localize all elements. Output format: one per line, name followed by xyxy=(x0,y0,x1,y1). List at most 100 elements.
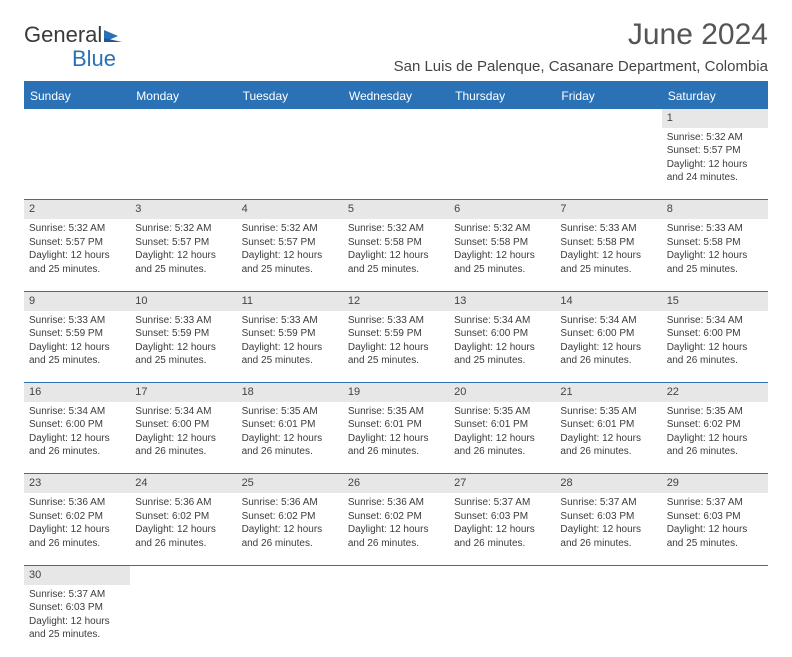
week-row: Sunrise: 5:37 AMSunset: 6:03 PMDaylight:… xyxy=(24,585,768,657)
cell-sunset: Sunset: 6:00 PM xyxy=(667,327,763,341)
day-number xyxy=(130,565,236,584)
daynum-row: 2345678 xyxy=(24,200,768,219)
day-number xyxy=(343,565,449,584)
cell-sunrise: Sunrise: 5:32 AM xyxy=(667,131,763,145)
cell-sunset: Sunset: 5:57 PM xyxy=(667,144,763,158)
cell-day2: and 25 minutes. xyxy=(560,263,656,277)
cell-day2: and 25 minutes. xyxy=(242,263,338,277)
day-number: 2 xyxy=(24,200,130,219)
cell-day1: Daylight: 12 hours xyxy=(29,615,125,629)
day-number xyxy=(237,565,343,584)
day-number: 3 xyxy=(130,200,236,219)
day-cell: Sunrise: 5:34 AMSunset: 6:00 PMDaylight:… xyxy=(449,311,555,383)
col-thursday: Thursday xyxy=(449,83,555,109)
cell-day2: and 26 minutes. xyxy=(348,537,444,551)
cell-day2: and 25 minutes. xyxy=(29,628,125,642)
page-title: June 2024 xyxy=(394,18,768,52)
day-number: 17 xyxy=(130,383,236,402)
day-cell: Sunrise: 5:35 AMSunset: 6:01 PMDaylight:… xyxy=(449,402,555,474)
day-cell xyxy=(24,128,130,200)
cell-day1: Daylight: 12 hours xyxy=(667,158,763,172)
cell-sunset: Sunset: 6:01 PM xyxy=(560,418,656,432)
cell-sunrise: Sunrise: 5:33 AM xyxy=(348,314,444,328)
day-number: 14 xyxy=(555,291,661,310)
day-number xyxy=(130,109,236,128)
cell-day1: Daylight: 12 hours xyxy=(135,523,231,537)
cell-day2: and 25 minutes. xyxy=(348,263,444,277)
day-number: 18 xyxy=(237,383,343,402)
cell-day2: and 26 minutes. xyxy=(348,445,444,459)
cell-day1: Daylight: 12 hours xyxy=(135,341,231,355)
cell-sunset: Sunset: 6:02 PM xyxy=(667,418,763,432)
cell-sunrise: Sunrise: 5:36 AM xyxy=(29,496,125,510)
cell-sunset: Sunset: 5:58 PM xyxy=(667,236,763,250)
day-cell xyxy=(449,585,555,657)
day-number: 25 xyxy=(237,474,343,493)
cell-day1: Daylight: 12 hours xyxy=(667,249,763,263)
cell-sunrise: Sunrise: 5:33 AM xyxy=(242,314,338,328)
day-cell xyxy=(555,585,661,657)
day-cell: Sunrise: 5:32 AMSunset: 5:58 PMDaylight:… xyxy=(449,219,555,291)
day-number: 10 xyxy=(130,291,236,310)
cell-day1: Daylight: 12 hours xyxy=(454,249,550,263)
day-cell: Sunrise: 5:37 AMSunset: 6:03 PMDaylight:… xyxy=(662,493,768,565)
calendar-table: Sunday Monday Tuesday Wednesday Thursday… xyxy=(24,83,768,657)
cell-day2: and 25 minutes. xyxy=(667,263,763,277)
col-sunday: Sunday xyxy=(24,83,130,109)
cell-day2: and 25 minutes. xyxy=(667,537,763,551)
cell-sunrise: Sunrise: 5:37 AM xyxy=(29,588,125,602)
day-cell: Sunrise: 5:37 AMSunset: 6:03 PMDaylight:… xyxy=(24,585,130,657)
day-number xyxy=(662,565,768,584)
col-friday: Friday xyxy=(555,83,661,109)
cell-sunrise: Sunrise: 5:35 AM xyxy=(667,405,763,419)
cell-day1: Daylight: 12 hours xyxy=(348,432,444,446)
header-row: Sunday Monday Tuesday Wednesday Thursday… xyxy=(24,83,768,109)
day-cell: Sunrise: 5:36 AMSunset: 6:02 PMDaylight:… xyxy=(130,493,236,565)
day-cell: Sunrise: 5:37 AMSunset: 6:03 PMDaylight:… xyxy=(449,493,555,565)
week-row: Sunrise: 5:32 AMSunset: 5:57 PMDaylight:… xyxy=(24,128,768,200)
day-number: 1 xyxy=(662,109,768,128)
cell-sunset: Sunset: 5:58 PM xyxy=(348,236,444,250)
cell-day1: Daylight: 12 hours xyxy=(454,523,550,537)
cell-sunset: Sunset: 5:59 PM xyxy=(242,327,338,341)
cell-day2: and 26 minutes. xyxy=(29,445,125,459)
cell-sunset: Sunset: 6:01 PM xyxy=(454,418,550,432)
cell-sunset: Sunset: 6:00 PM xyxy=(454,327,550,341)
header: GeneralBlue June 2024 San Luis de Palenq… xyxy=(24,18,768,75)
day-cell: Sunrise: 5:34 AMSunset: 6:00 PMDaylight:… xyxy=(130,402,236,474)
daynum-row: 9101112131415 xyxy=(24,291,768,310)
cell-sunset: Sunset: 5:59 PM xyxy=(135,327,231,341)
cell-day2: and 25 minutes. xyxy=(135,263,231,277)
cell-day1: Daylight: 12 hours xyxy=(560,523,656,537)
daynum-row: 23242526272829 xyxy=(24,474,768,493)
day-cell: Sunrise: 5:35 AMSunset: 6:01 PMDaylight:… xyxy=(237,402,343,474)
col-wednesday: Wednesday xyxy=(343,83,449,109)
cell-day2: and 25 minutes. xyxy=(29,263,125,277)
cell-day2: and 26 minutes. xyxy=(135,445,231,459)
cell-sunrise: Sunrise: 5:36 AM xyxy=(348,496,444,510)
day-cell: Sunrise: 5:34 AMSunset: 6:00 PMDaylight:… xyxy=(662,311,768,383)
day-number xyxy=(343,109,449,128)
cell-sunrise: Sunrise: 5:36 AM xyxy=(135,496,231,510)
cell-sunrise: Sunrise: 5:32 AM xyxy=(348,222,444,236)
day-cell: Sunrise: 5:34 AMSunset: 6:00 PMDaylight:… xyxy=(555,311,661,383)
cell-day2: and 26 minutes. xyxy=(560,445,656,459)
day-cell: Sunrise: 5:35 AMSunset: 6:01 PMDaylight:… xyxy=(343,402,449,474)
cell-sunset: Sunset: 6:00 PM xyxy=(29,418,125,432)
day-number: 13 xyxy=(449,291,555,310)
col-saturday: Saturday xyxy=(662,83,768,109)
day-number: 11 xyxy=(237,291,343,310)
day-number: 21 xyxy=(555,383,661,402)
day-number: 6 xyxy=(449,200,555,219)
day-cell: Sunrise: 5:32 AMSunset: 5:57 PMDaylight:… xyxy=(662,128,768,200)
cell-day2: and 25 minutes. xyxy=(348,354,444,368)
cell-sunset: Sunset: 6:02 PM xyxy=(29,510,125,524)
cell-day2: and 26 minutes. xyxy=(454,445,550,459)
day-cell: Sunrise: 5:32 AMSunset: 5:57 PMDaylight:… xyxy=(24,219,130,291)
calendar-wrap: Sunday Monday Tuesday Wednesday Thursday… xyxy=(24,81,768,657)
logo-text: GeneralBlue xyxy=(24,24,125,70)
logo-part1: General xyxy=(24,22,102,47)
day-number xyxy=(555,109,661,128)
cell-day1: Daylight: 12 hours xyxy=(667,523,763,537)
cell-sunrise: Sunrise: 5:33 AM xyxy=(667,222,763,236)
